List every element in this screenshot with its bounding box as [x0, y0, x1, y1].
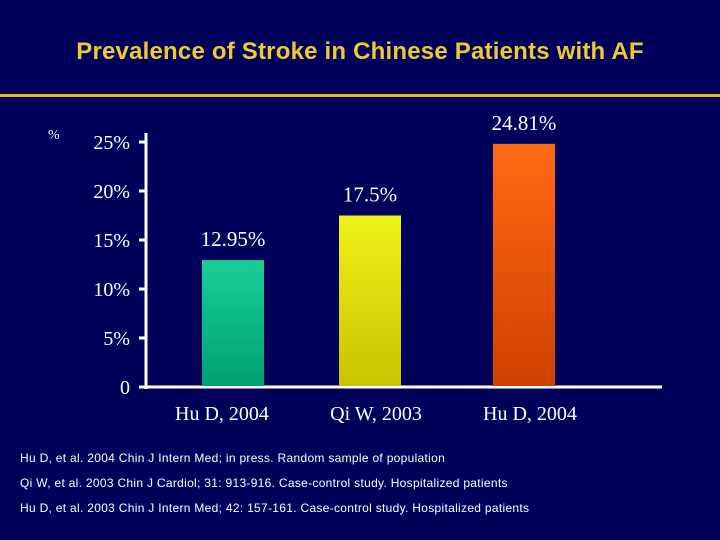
bar-value-label: 12.95% — [201, 227, 266, 251]
y-tick-label: 5% — [103, 328, 130, 350]
bar — [202, 260, 264, 386]
bar-value-label: 17.5% — [343, 183, 397, 207]
y-tick-label: 0 — [120, 377, 130, 399]
x-category-label: Hu D, 2004 — [175, 403, 269, 425]
y-tick-label: 15% — [93, 230, 130, 252]
slide-title: Prevalence of Stroke in Chinese Patients… — [76, 38, 644, 65]
bar-value-label: 24.81% — [492, 111, 557, 135]
bar — [339, 215, 401, 386]
x-category-label: Hu D, 2004 — [483, 403, 577, 425]
bar — [493, 143, 555, 386]
title-divider — [0, 94, 720, 97]
y-tick-label: 10% — [93, 279, 130, 301]
y-axis-unit-label: % — [48, 128, 60, 143]
y-tick-label: 20% — [93, 181, 130, 203]
x-category-label: Qi W, 2003 — [330, 403, 422, 425]
reference-note: Qi W, et al. 2003 Chin J Cardiol; 31: 91… — [20, 476, 508, 490]
reference-note: Hu D, et al. 2004 Chin J Intern Med; in … — [20, 451, 446, 465]
references: Hu D, et al. 2004 Chin J Intern Med; in … — [20, 448, 710, 523]
reference-note: Hu D, et al. 2003 Chin J Intern Med; 42:… — [20, 501, 530, 515]
y-tick-label: 25% — [93, 132, 130, 154]
